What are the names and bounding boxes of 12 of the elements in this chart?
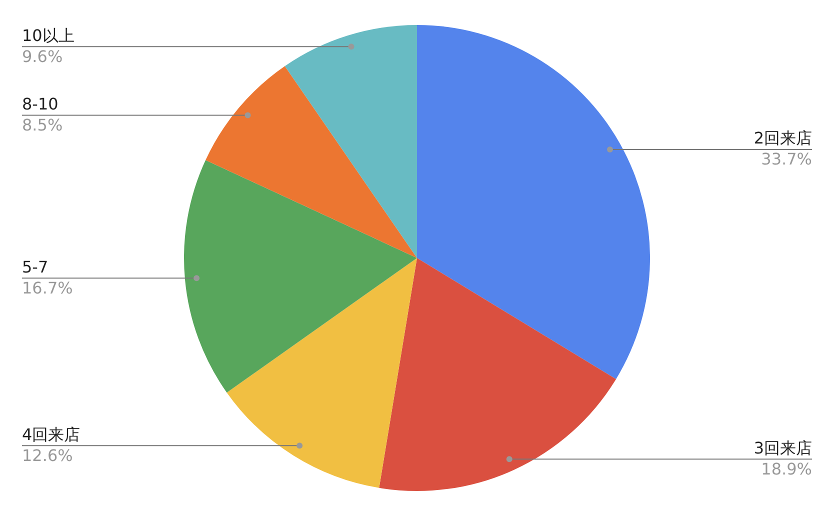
slice-label: 10以上 <box>22 26 74 45</box>
slice-label: 4回来店 <box>22 424 80 444</box>
data-label: 8.5% <box>22 115 63 134</box>
data-label: 16.7% <box>22 278 73 298</box>
slice-label: 3回来店 <box>754 438 812 458</box>
data-label: 9.6% <box>22 46 63 66</box>
data-label: 33.7% <box>761 150 812 169</box>
slice-label: 2回来店 <box>754 128 812 148</box>
data-label: 12.6% <box>22 446 73 465</box>
slice-label: 8-10 <box>22 94 58 114</box>
data-label: 18.9% <box>761 459 812 478</box>
slice-label: 5-7 <box>22 257 48 276</box>
